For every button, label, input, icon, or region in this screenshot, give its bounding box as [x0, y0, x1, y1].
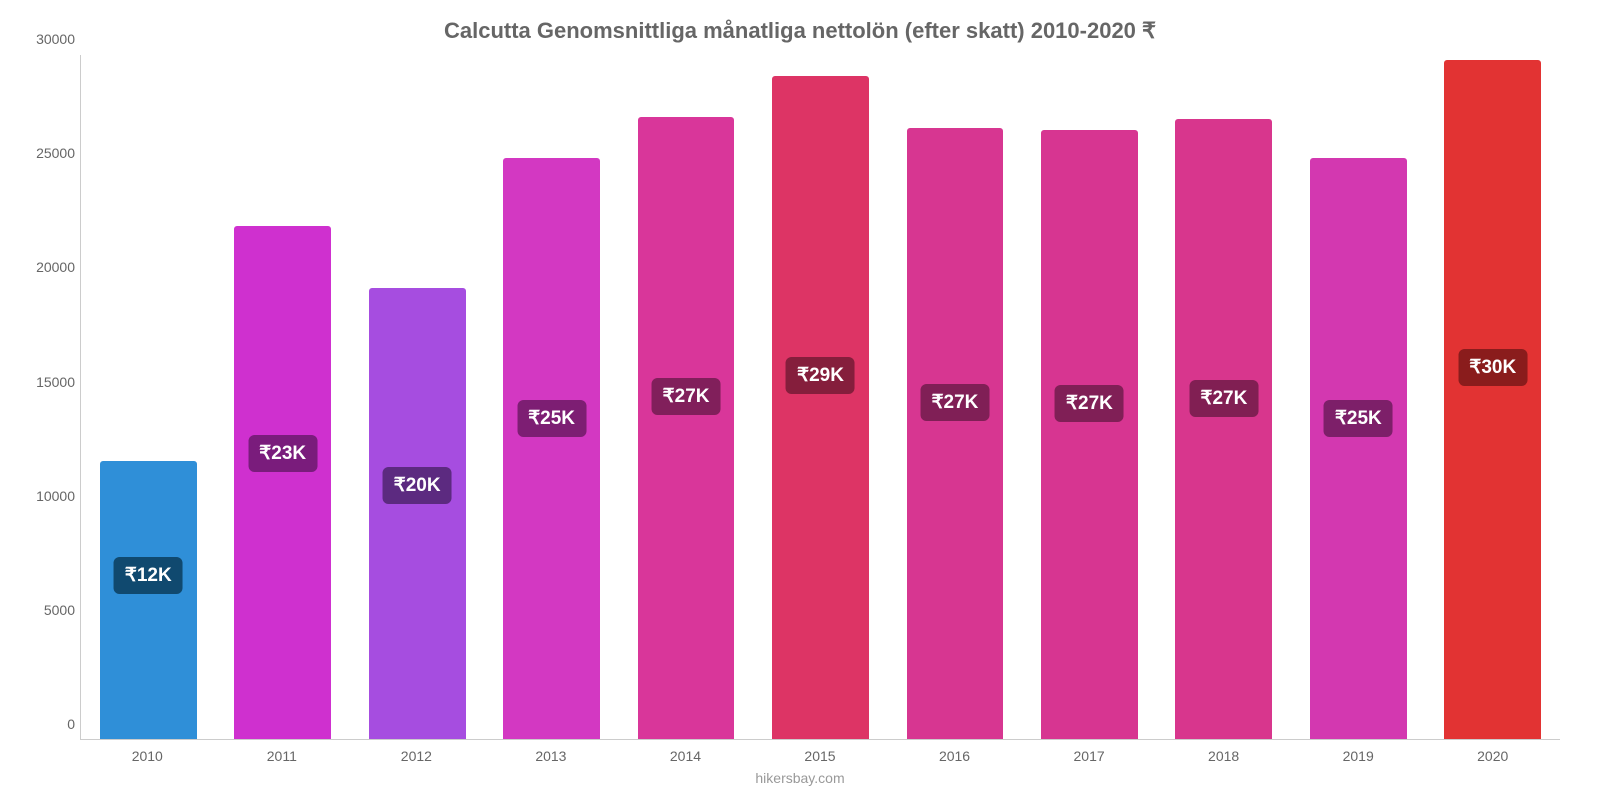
x-tick-label: 2015 — [804, 748, 835, 764]
value-badge: ₹20K — [383, 467, 452, 504]
bar-fill — [100, 461, 197, 739]
y-tick-label: 10000 — [25, 488, 75, 504]
y-tick-label: 25000 — [25, 145, 75, 161]
value-badge: ₹23K — [248, 435, 317, 472]
value-badge: ₹27K — [1189, 380, 1258, 417]
bar-fill — [907, 128, 1004, 739]
bar: ₹27K — [1175, 55, 1272, 739]
plot-area: ₹12K ₹23K ₹20K ₹25K ₹27K ₹29K ₹27K ₹27K ₹27K ₹25K… — [80, 55, 1560, 740]
bar-fill — [369, 288, 466, 739]
value-badge: ₹27K — [920, 384, 989, 421]
value-badge: ₹25K — [517, 400, 586, 437]
bar-fill — [234, 226, 331, 739]
chart-title: Calcutta Genomsnittliga månatliga nettol… — [0, 0, 1600, 52]
bar: ₹27K — [1041, 55, 1138, 739]
value-badge: ₹30K — [1458, 349, 1527, 386]
y-tick-label: 0 — [25, 716, 75, 732]
x-tick-label: 2010 — [132, 748, 163, 764]
value-badge: ₹27K — [1055, 385, 1124, 422]
bar: ₹30K — [1444, 55, 1541, 739]
chart-area: 050001000015000200002500030000 ₹12K₹23K₹… — [80, 55, 1560, 740]
value-badge: ₹29K — [786, 357, 855, 394]
y-tick-label: 20000 — [25, 259, 75, 275]
bars-container: ₹12K ₹23K ₹20K ₹25K ₹27K ₹29K ₹27K ₹27K ₹27K ₹25K… — [81, 55, 1560, 739]
y-tick-label: 30000 — [25, 31, 75, 47]
bar: ₹25K — [1310, 55, 1407, 739]
x-tick-label: 2017 — [1074, 748, 1105, 764]
value-badge: ₹25K — [1324, 400, 1393, 437]
y-axis: 050001000015000200002500030000 — [25, 55, 75, 740]
bar-fill — [1175, 119, 1272, 739]
bar-fill — [1444, 60, 1541, 739]
bar: ₹23K — [234, 55, 331, 739]
x-tick-label: 2012 — [401, 748, 432, 764]
bar: ₹27K — [907, 55, 1004, 739]
x-tick-label: 2014 — [670, 748, 701, 764]
bar: ₹20K — [369, 55, 466, 739]
x-axis: 2010 2011 2012 2013 2014 2015 2016 2017 2018 2019… — [80, 748, 1560, 768]
bar-fill — [1310, 158, 1407, 739]
bar: ₹25K — [503, 55, 600, 739]
bar: ₹27K — [638, 55, 735, 739]
bar-fill — [638, 117, 735, 739]
x-tick-label: 2020 — [1477, 748, 1508, 764]
bar: ₹29K — [772, 55, 869, 739]
x-tick-label: 2013 — [535, 748, 566, 764]
x-tick-label: 2018 — [1208, 748, 1239, 764]
bar-fill — [503, 158, 600, 739]
y-tick-label: 15000 — [25, 374, 75, 390]
chart-footer: hikersbay.com — [0, 770, 1600, 786]
x-tick-label: 2011 — [267, 748, 297, 764]
value-badge: ₹27K — [652, 378, 721, 415]
bar-fill — [1041, 130, 1138, 739]
x-tick-label: 2019 — [1343, 748, 1374, 764]
value-badge: ₹12K — [114, 557, 183, 594]
bar-fill — [772, 76, 869, 739]
y-tick-label: 5000 — [25, 602, 75, 618]
x-tick-label: 2016 — [939, 748, 970, 764]
bar: ₹12K — [100, 55, 197, 739]
